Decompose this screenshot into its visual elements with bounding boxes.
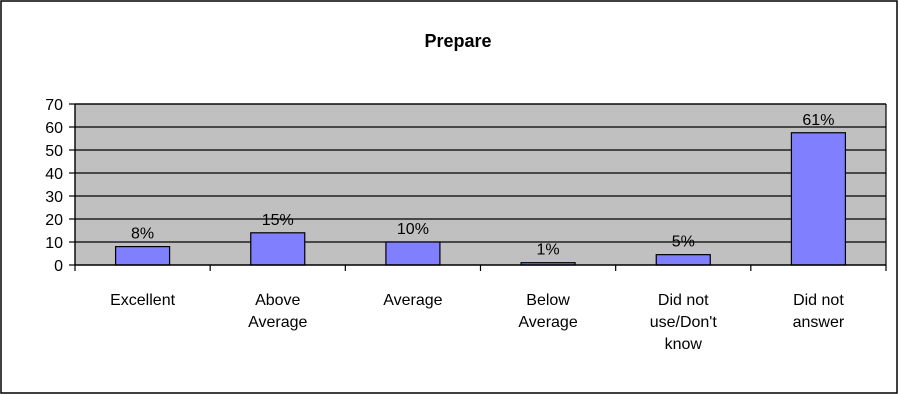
y-tick-label: 10: [45, 235, 63, 252]
bar: [385, 241, 441, 266]
category-label: Below: [526, 292, 570, 309]
chart-title: Prepare: [424, 31, 491, 51]
category-label: answer: [793, 314, 845, 331]
y-tick-label: 20: [45, 212, 63, 229]
bar: [114, 246, 171, 266]
y-tick-label: 30: [45, 189, 63, 206]
category-label: Above: [255, 292, 300, 309]
data-label: 10%: [397, 221, 429, 238]
data-label: 61%: [802, 112, 834, 129]
y-tick-label: 70: [45, 97, 63, 114]
data-label: 15%: [262, 212, 294, 229]
data-label: 1%: [537, 242, 560, 259]
category-label: Average: [383, 292, 442, 309]
y-tick-label: 50: [45, 143, 63, 160]
category-label: use/Don't: [650, 314, 718, 331]
category-label: Average: [518, 314, 577, 331]
data-label: 8%: [131, 226, 154, 243]
category-label: Did not: [658, 292, 709, 309]
bar: [655, 254, 711, 266]
data-label: 5%: [672, 234, 695, 251]
category-label: Average: [248, 314, 307, 331]
bar: [250, 232, 306, 266]
plot-background: [75, 104, 886, 265]
y-tick-label: 60: [45, 120, 63, 137]
y-tick-label: 0: [54, 258, 63, 275]
plot-area: 0 10 20 30 40 50 60 70 8% Excellent 15% Above Averag…: [45, 97, 887, 353]
category-label: Did not: [793, 292, 844, 309]
bar: [790, 132, 847, 266]
category-label: know: [665, 336, 703, 353]
y-tick-label: 40: [45, 166, 63, 183]
category-label: Excellent: [110, 292, 175, 309]
